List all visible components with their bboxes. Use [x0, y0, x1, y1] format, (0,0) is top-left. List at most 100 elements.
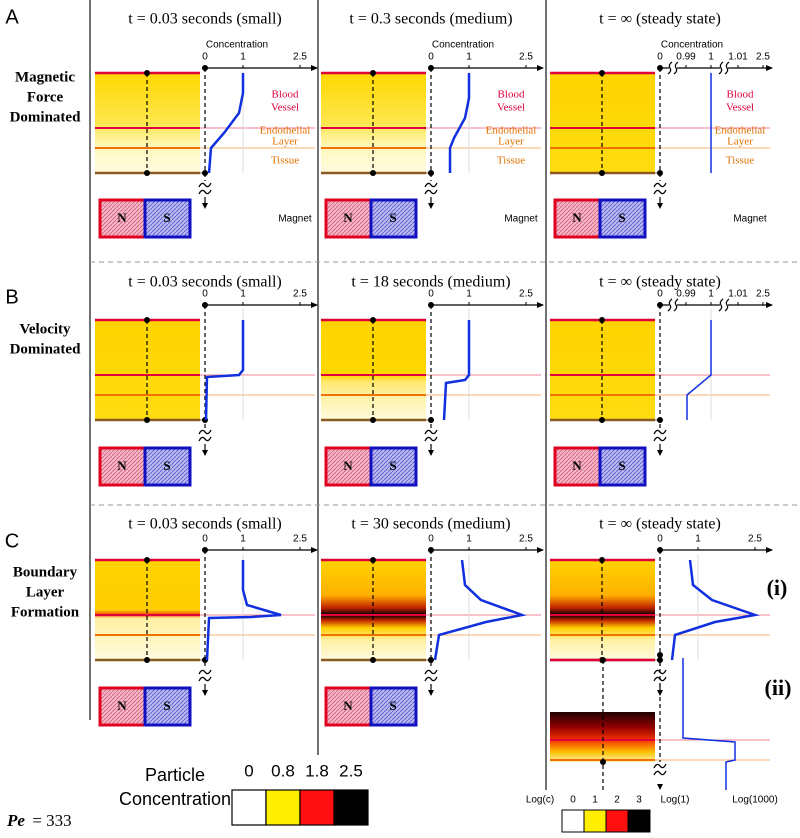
scale-swatch [561, 809, 585, 833]
concentration-profile [204, 320, 245, 421]
legend-tick: 2.5 [339, 761, 363, 780]
axis-break [718, 298, 730, 312]
magnet-south [369, 686, 418, 727]
tick-label: 1 [240, 289, 246, 300]
arrow-head [657, 203, 663, 209]
tick-label: 1 [466, 534, 472, 545]
tick-label: 2.5 [519, 289, 533, 300]
magnet-pole: N [343, 698, 353, 713]
magnet-pole: N [343, 210, 353, 225]
arrow-head [202, 203, 208, 209]
magnet-south [598, 198, 647, 239]
panel-title: t = ∞ (steady state) [599, 11, 721, 28]
row-heading: Formation [11, 604, 80, 620]
axis-break [653, 182, 667, 188]
arrow-head [537, 65, 544, 71]
node [599, 557, 605, 563]
axis-break [198, 669, 212, 675]
tick-label: 2.5 [756, 52, 770, 63]
layer-label: Tissue [497, 155, 525, 167]
legend-title: Particle [145, 765, 205, 785]
layer-label: Vessel [271, 102, 299, 114]
axis-gap [720, 299, 728, 311]
node [657, 657, 663, 663]
layer-label: Vessel [497, 102, 525, 114]
arrow-head [311, 65, 318, 71]
node [370, 70, 376, 76]
panel-title: t = 30 seconds (medium) [351, 516, 510, 533]
tick-label: 2.5 [293, 289, 307, 300]
magnet-north [98, 446, 147, 487]
tick-label: 0 [428, 289, 434, 300]
scale-tick: 2 [614, 795, 620, 806]
tick-label: 1 [240, 52, 246, 63]
panel-marker: (i) [767, 575, 788, 600]
scale-tick: 3 [636, 795, 642, 806]
magnet-label: Magnet [278, 214, 312, 225]
magnet-pole: N [117, 210, 127, 225]
tick-label: 1 [708, 52, 714, 63]
magnet-pole: N [117, 458, 127, 473]
magnet-north [324, 446, 373, 487]
magnet-label: Magnet [733, 214, 767, 225]
axis-break [424, 436, 438, 442]
axis-break [653, 770, 667, 776]
concentration-profile [433, 559, 527, 661]
axis-label: Log(1) [661, 795, 690, 806]
axis-break [424, 429, 438, 435]
magnet-pole: N [343, 458, 353, 473]
tick-label: 0 [657, 534, 663, 545]
node [428, 170, 434, 176]
magnet-south [598, 446, 647, 487]
node [600, 657, 606, 663]
arrow-head [202, 450, 208, 456]
tick-label: 0.99 [676, 289, 696, 300]
node [370, 317, 376, 323]
row-letter: C [5, 530, 19, 552]
value: = 333 [32, 811, 71, 830]
concentration-profile [205, 560, 282, 661]
node [600, 759, 606, 765]
row-letter: A [5, 6, 19, 28]
axis-gap [720, 62, 728, 74]
tick-label: 0 [428, 52, 434, 63]
magnet-pole: S [389, 698, 396, 713]
node [144, 70, 150, 76]
magnet-pole: N [572, 458, 582, 473]
node [370, 417, 376, 423]
axis-break [667, 298, 679, 312]
tick-label: 0 [428, 534, 434, 545]
magnet-south [369, 446, 418, 487]
axis-break [424, 676, 438, 682]
axis-gap [669, 299, 677, 311]
layer-label: Blood [727, 89, 754, 101]
panel-title: t = 0.3 seconds (medium) [349, 11, 512, 28]
magnet-label: Magnet [504, 214, 538, 225]
panel-marker: (ii) [765, 675, 792, 700]
scale-swatch [627, 809, 651, 833]
axis-title: Concentration [206, 40, 268, 51]
magnet-pole: S [389, 210, 396, 225]
node [599, 70, 605, 76]
arrow-head [766, 65, 773, 71]
axis-break [198, 182, 212, 188]
axis-break [198, 676, 212, 682]
concentration-profile [442, 320, 471, 421]
axis-break [198, 189, 212, 195]
tick-label: 0.99 [676, 52, 696, 63]
legend-swatch [231, 789, 267, 826]
magnet-south [143, 446, 192, 487]
axis-label: Log(1000) [732, 795, 778, 806]
node [202, 170, 208, 176]
row-heading: Boundary [13, 564, 78, 580]
legend-tick: 0.8 [271, 761, 295, 780]
concentration-profile [682, 658, 736, 790]
layer-label: Vessel [726, 102, 754, 114]
symbol: Pe [6, 811, 25, 830]
node [144, 170, 150, 176]
axis-break [653, 189, 667, 195]
node [144, 417, 150, 423]
magnet-pole: S [163, 458, 170, 473]
magnet-pole: S [618, 458, 625, 473]
tick-label: 1 [695, 534, 701, 545]
